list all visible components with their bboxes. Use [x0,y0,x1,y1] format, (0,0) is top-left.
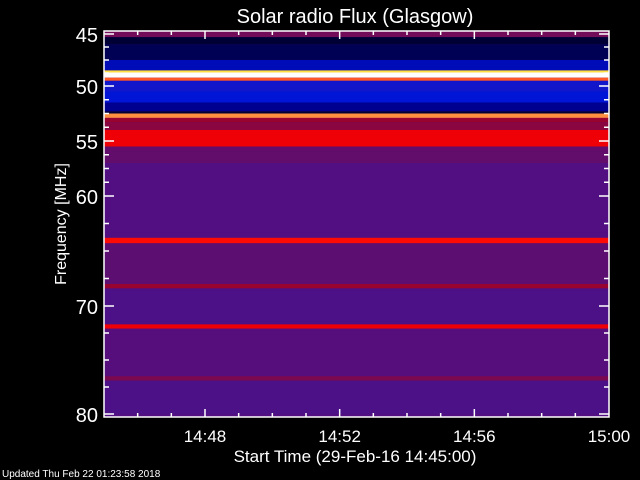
x-tick-label: 14:48 [184,427,227,446]
x-tick-label: 15:00 [588,427,631,446]
y-tick-label: 80 [76,405,98,427]
heatmap-band [104,70,609,73]
y-axis-label: Frequency [MHz] [53,163,70,285]
heatmap-band [104,91,609,103]
chart-title: Solar radio Flux (Glasgow) [237,6,474,28]
y-tick-label: 50 [76,77,98,99]
heatmap-band [104,111,609,114]
heatmap-band [104,146,609,163]
heatmap-band [104,130,609,147]
y-tick-label: 60 [76,187,98,209]
plot-frame [103,30,610,418]
y-tick-label: 55 [76,132,98,154]
heatmap-band [104,284,609,289]
updated-timestamp: Updated Thu Feb 22 01:23:58 2018 [2,469,161,480]
heatmap-band [104,243,609,284]
y-tick-label: 45 [76,25,98,47]
heatmap-band [104,102,609,112]
heatmap-band [104,80,609,92]
heatmap-band [104,72,609,78]
heatmap-band [104,324,609,329]
heatmap-band [104,60,609,71]
heatmap-band [104,117,609,123]
heatmap-band [104,113,609,118]
heatmap-bands [104,31,609,417]
heatmap-band [104,122,609,130]
heatmap-band [104,376,609,381]
heatmap-band [104,44,609,60]
heatmap-band [104,37,609,45]
y-tick-label: 70 [76,297,98,319]
x-tick-label: 14:56 [453,427,496,446]
heatmap-band [104,163,609,238]
heatmap-band [104,31,609,34]
heatmap-band [104,237,609,244]
heatmap-band [104,328,609,377]
heatmap-band [104,34,609,38]
heatmap-band [104,288,609,325]
heatmap-band [104,77,609,81]
x-tick-label: 14:52 [318,427,361,446]
x-axis-label: Start Time (29-Feb-16 14:45:00) [234,447,477,466]
heatmap-band [104,380,609,414]
